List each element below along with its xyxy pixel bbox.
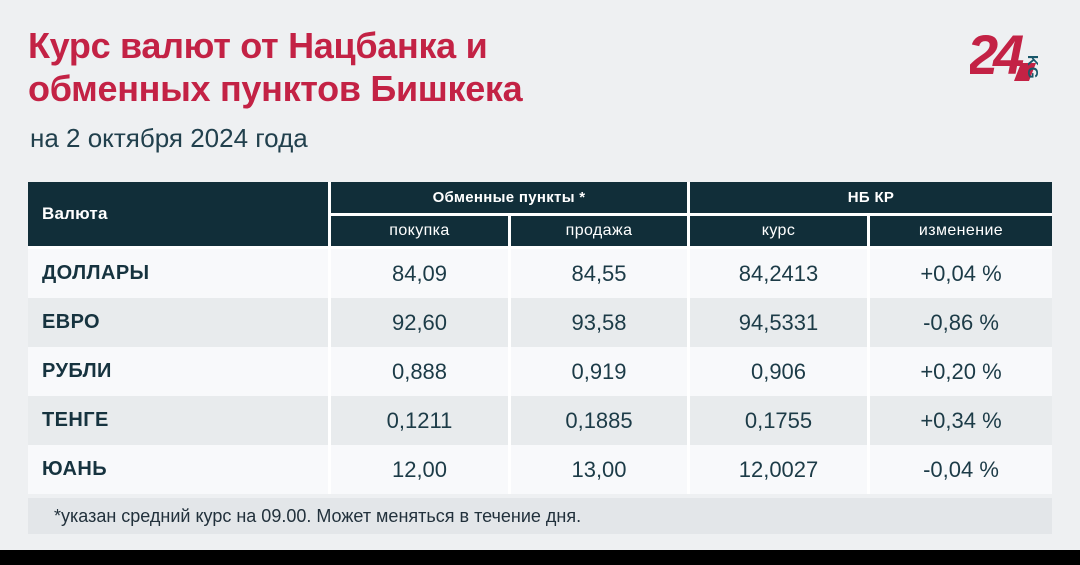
cell-exchange-sell: 93,58 [511,298,687,347]
header-group-exchange-offices: Обменные пункты * [331,182,687,213]
rates-table: Валюта Обменные пункты * НБ КР покупка п… [28,182,1052,494]
cell-nbkr-change: +0,04 % [870,249,1052,298]
cell-currency-name: ТЕНГЕ [28,396,328,445]
header-sub-buy: покупка [331,216,508,246]
24kg-logo-icon: 24 KG [966,22,1050,88]
cell-nbkr-rate: 84,2413 [690,249,867,298]
date-subtitle: на 2 октября 2024 года [30,123,308,153]
cell-nbkr-rate: 94,5331 [690,298,867,347]
page-title: Курс валют от Нацбанка и обменных пункто… [28,24,928,110]
page-title-line1: Курс валют от Нацбанка и [28,25,488,66]
cell-exchange-sell: 84,55 [511,249,687,298]
cell-exchange-buy: 0,1211 [331,396,508,445]
table-row: ТЕНГЕ 0,1211 0,1885 0,1755 +0,34 % [28,396,1052,445]
cell-currency-name: ДОЛЛАРЫ [28,249,328,298]
header-sub-change: изменение [870,216,1052,246]
table-row: РУБЛИ 0,888 0,919 0,906 +0,20 % [28,347,1052,396]
header-currency: Валюта [28,182,328,246]
cell-exchange-sell: 13,00 [511,445,687,494]
cell-nbkr-change: -0,86 % [870,298,1052,347]
table-header: Валюта Обменные пункты * НБ КР покупка п… [28,182,1052,246]
cell-nbkr-change: +0,20 % [870,347,1052,396]
table-body: ДОЛЛАРЫ 84,09 84,55 84,2413 +0,04 % ЕВРО… [28,249,1052,494]
cell-currency-name: РУБЛИ [28,347,328,396]
footnote-text: *указан средний курс на 09.00. Может мен… [54,505,582,526]
page-title-line2: обменных пунктов Бишкека [28,68,523,109]
cell-exchange-buy: 84,09 [331,249,508,298]
cell-nbkr-change: -0,04 % [870,445,1052,494]
bottom-black-strip [0,550,1080,565]
cell-currency-name: ЮАНЬ [28,445,328,494]
cell-exchange-sell: 0,919 [511,347,687,396]
cell-nbkr-rate: 12,0027 [690,445,867,494]
cell-nbkr-change: +0,34 % [870,396,1052,445]
24kg-logo-graphic: 24 KG [966,23,1041,86]
page-content: Курс валют от Нацбанка и обменных пункто… [28,22,1052,534]
header-sub-sell: продажа [511,216,687,246]
cell-exchange-buy: 0,888 [331,347,508,396]
table-row: ДОЛЛАРЫ 84,09 84,55 84,2413 +0,04 % [28,249,1052,298]
cell-nbkr-rate: 0,906 [690,347,867,396]
footnote-bar: *указан средний курс на 09.00. Может мен… [28,498,1052,534]
cell-currency-name: ЕВРО [28,298,328,347]
cell-exchange-buy: 92,60 [331,298,508,347]
header-sub-rate: курс [690,216,867,246]
cell-exchange-buy: 12,00 [331,445,508,494]
svg-text:KG: KG [1024,55,1041,80]
header-group-nbkr: НБ КР [690,182,1052,213]
cell-nbkr-rate: 0,1755 [690,396,867,445]
table-row: ЮАНЬ 12,00 13,00 12,0027 -0,04 % [28,445,1052,494]
table-row: ЕВРО 92,60 93,58 94,5331 -0,86 % [28,298,1052,347]
cell-exchange-sell: 0,1885 [511,396,687,445]
